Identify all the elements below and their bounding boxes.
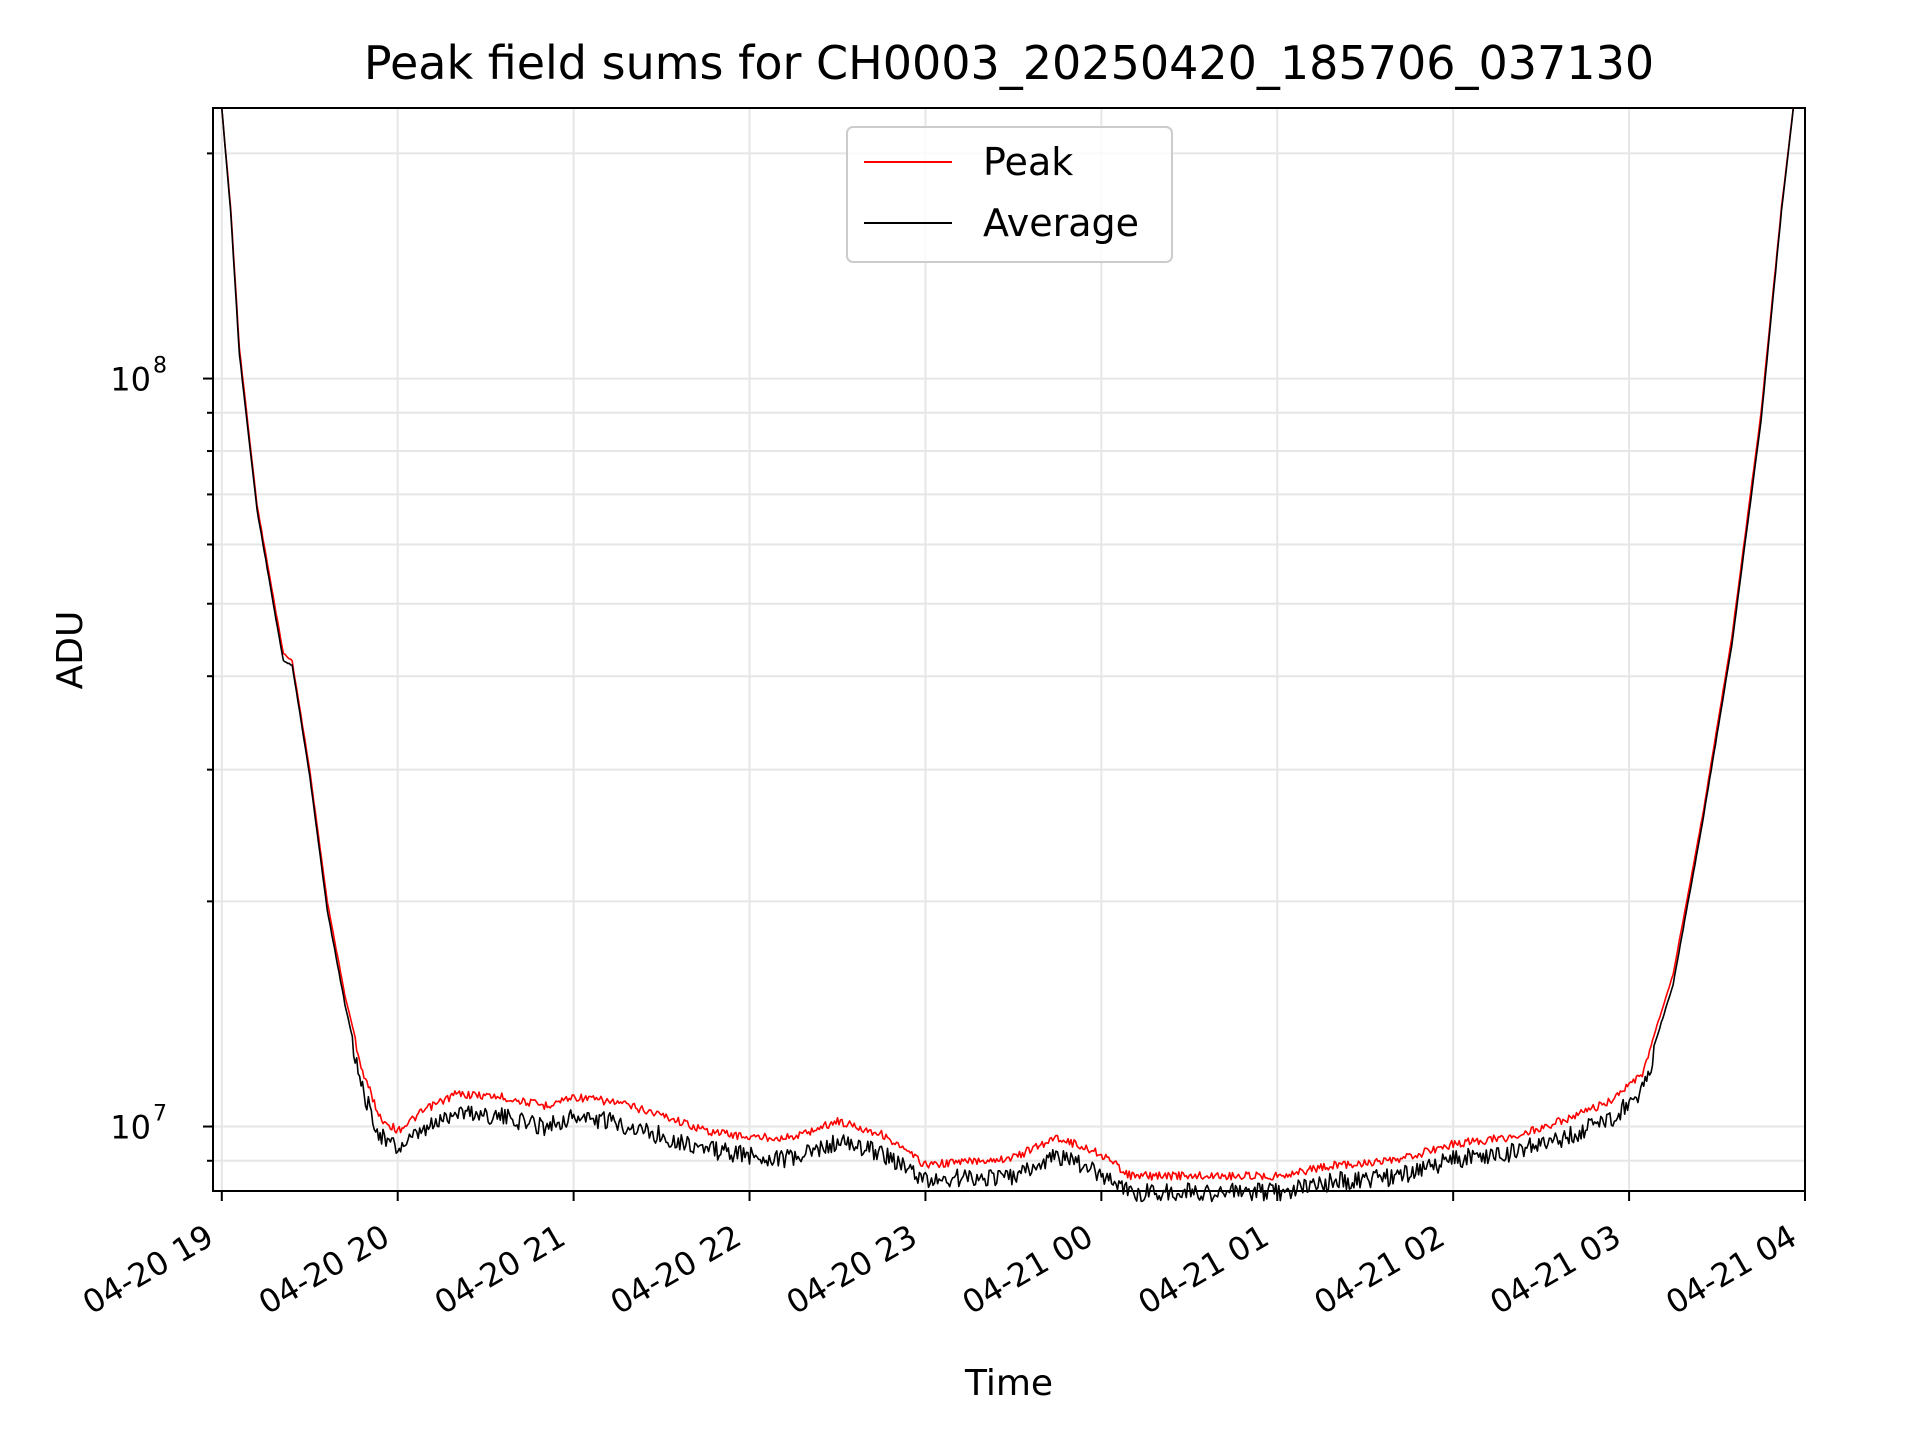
legend-label-average: Average [983,201,1139,245]
series-layer [221,107,1795,1203]
series-line-peak [221,107,1795,1181]
legend-box [846,126,1173,263]
legend: Peak Average [846,126,1173,263]
legend-label-peak: Peak [983,140,1073,184]
x-axis-label: Time [964,1363,1053,1404]
chart-title: Peak field sums for CH0003_20250420_1857… [364,36,1654,90]
y-tick-label: 10 [110,1109,151,1147]
y-tick-exponent: 7 [153,1102,167,1127]
plot-frame [212,107,1806,1192]
y-axis-label: ADU [50,611,91,690]
y-tick-exponent: 8 [153,354,167,379]
y-tick-label: 10 [110,361,151,399]
series-line-average [221,107,1795,1203]
